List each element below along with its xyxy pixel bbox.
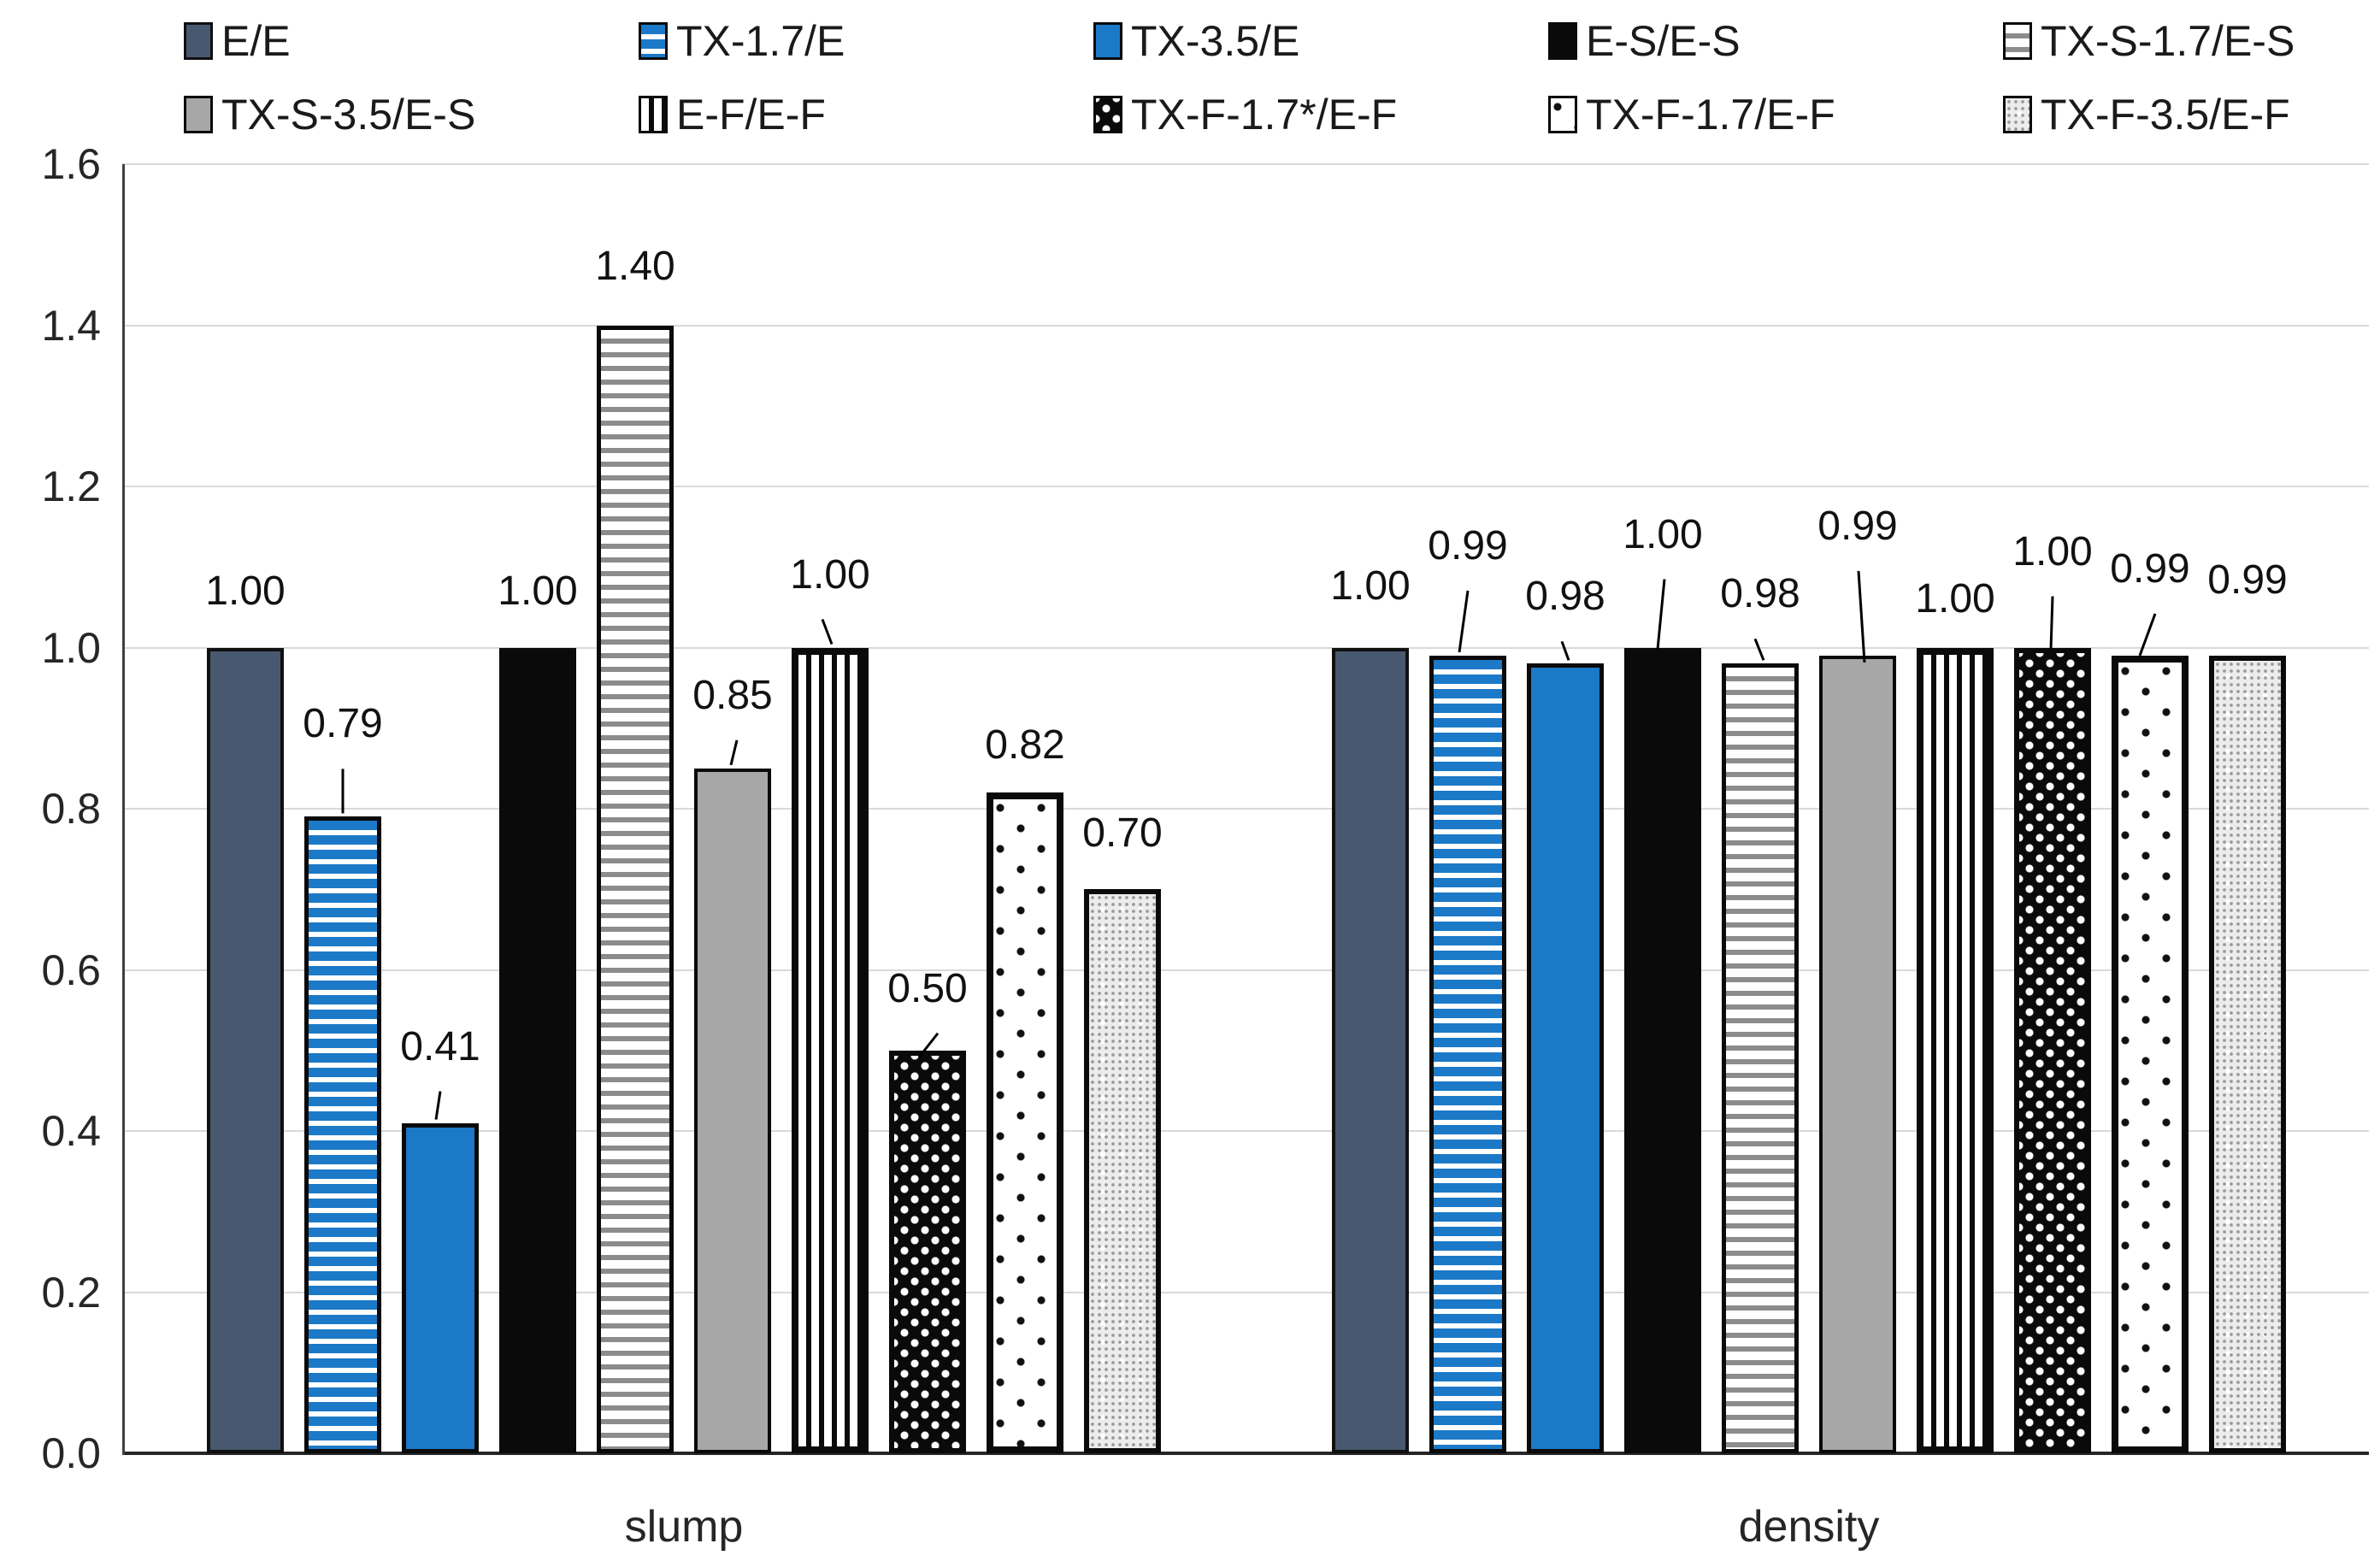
value-label: 0.85 [692,672,773,718]
y-tick-label: 1.4 [41,301,101,350]
legend-item: E-F/E-F [639,92,826,137]
bar-density-TX-3.5/E [1527,663,1604,1453]
legend-swatch-blue-stripes-icon [639,22,668,60]
legend-label: E/E [221,17,291,65]
legend-item: E/E [184,19,291,63]
y-axis-line [122,164,125,1455]
legend-item: TX-F-1.7*/E-F [1093,92,1397,137]
legend-item: TX-S-1.7/E-S [2003,19,2295,63]
value-label: 1.00 [1330,563,1411,609]
gridline [122,1130,2369,1132]
legend-item: TX-1.7/E [639,19,845,63]
value-label: 1.00 [1623,511,1703,557]
legend-swatch-slate-icon [184,22,213,60]
bar-slump-E-S/E-S [499,647,576,1453]
value-label: 0.98 [1525,574,1605,620]
leader-line [434,1091,442,1120]
leader-line [2138,613,2157,657]
bar-density-TX-1.7/E [1429,655,1506,1453]
gridline [122,324,2369,327]
bar-slump-TX-S-1.7/E-S [597,325,674,1453]
bar-density-E/E [1332,647,1409,1453]
y-tick-label: 0.0 [41,1429,101,1477]
y-tick-label: 1.2 [41,462,101,510]
bar-slump-E/E [207,647,284,1453]
legend-swatch-black-icon [1548,22,1577,60]
leader-line [1560,640,1570,661]
leader-line [1753,638,1765,661]
leader-line [821,618,834,645]
gridline [122,969,2369,971]
value-label: 1.00 [1915,575,1995,621]
value-label: 0.99 [2110,545,2190,592]
legend-swatch-vert-stripes-icon [639,96,668,133]
bar-density-TX-S-3.5/E-S [1819,655,1896,1453]
bar-slump-TX-3.5/E [402,1122,479,1453]
bar-slump-TX-S-3.5/E-S [694,768,771,1453]
legend-label: TX-S-3.5/E-S [221,91,476,138]
legend-label: TX-S-1.7/E-S [2041,17,2295,65]
legend-label: TX-F-1.7/E-F [1586,91,1835,138]
legend-swatch-black-dots-icon [1093,96,1122,133]
bar-density-E-F/E-F [1917,647,1994,1453]
legend-swatch-gray-icon [184,96,213,133]
y-tick-label: 0.2 [41,1268,101,1317]
legend-label: E-S/E-S [1586,17,1741,65]
bar-slump-E-F/E-F [792,647,869,1453]
legend-label: TX-3.5/E [1131,17,1300,65]
gridline [122,1291,2369,1293]
bar-density-TX-F-1.7/E-F [2112,655,2189,1453]
value-label: 0.99 [2207,557,2288,603]
bar-density-E-S/E-S [1624,647,1701,1453]
bar-density-TX-F-3.5/E-F [2209,655,2286,1453]
bar-density-TX-S-1.7/E-S [1722,663,1799,1453]
bar-slump-TX-F-1.7/E-F [987,792,1063,1453]
legend-swatch-light-dots-icon [2003,96,2032,133]
category-label-slump: slump [624,1502,744,1552]
legend-item: TX-3.5/E [1093,19,1299,63]
value-label: 0.99 [1817,503,1898,549]
value-label: 0.70 [1082,810,1163,857]
legend-label: E-F/E-F [676,91,826,138]
gridline [122,808,2369,810]
value-label: 0.50 [887,965,968,1011]
legend-item: TX-F-3.5/E-F [2003,92,2290,137]
y-tick-label: 0.8 [41,785,101,833]
y-tick-label: 0.6 [41,945,101,994]
legend-swatch-white-dots-icon [1548,96,1577,133]
bar-density-TX-F-1.7*/E-F [2014,647,2091,1453]
legend-label: TX-F-3.5/E-F [2041,91,2290,138]
y-tick-label: 0.4 [41,1107,101,1155]
value-label: 1.00 [790,551,870,598]
value-label: 0.98 [1720,571,1800,617]
value-label: 1.00 [2012,528,2093,574]
value-label: 0.82 [985,722,1065,769]
legend-swatch-blue-icon [1093,22,1122,60]
bar-slump-TX-F-1.7*/E-F [889,1050,966,1453]
value-label: 1.00 [498,568,578,614]
legend-item: TX-S-3.5/E-S [184,92,475,137]
bar-slump-TX-F-3.5/E-F [1084,889,1161,1453]
gridline [122,486,2369,487]
legend-label: TX-1.7/E [676,17,845,65]
y-tick-label: 1.0 [41,623,101,672]
legend-item: TX-F-1.7/E-F [1548,92,1835,137]
category-label-density: density [1738,1502,1880,1552]
leader-line [729,739,739,766]
value-label: 0.99 [1428,522,1508,568]
legend-item: E-S/E-S [1548,19,1741,63]
value-label: 0.41 [400,1023,480,1069]
x-axis-line [122,1452,2369,1455]
value-label: 0.79 [303,701,383,747]
gridline [122,646,2369,649]
bar-slump-TX-1.7/E [304,816,381,1453]
gridline [122,163,2369,165]
legend-swatch-gray-stripes-icon [2003,22,2032,60]
y-tick-label: 1.6 [41,140,101,188]
value-label: 1.00 [205,568,286,614]
value-label: 1.40 [595,243,675,289]
legend-label: TX-F-1.7*/E-F [1131,91,1398,138]
